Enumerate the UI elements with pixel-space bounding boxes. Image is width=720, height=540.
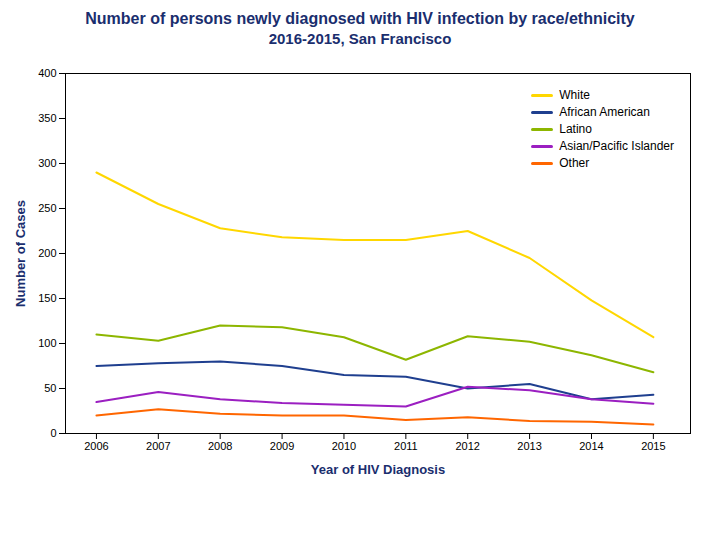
svg-text:2010: 2010 bbox=[332, 440, 356, 452]
svg-text:2014: 2014 bbox=[579, 440, 603, 452]
html-text:Other: Other bbox=[559, 156, 590, 170]
svg-text:250: 250 bbox=[38, 202, 56, 214]
svg-text:2006: 2006 bbox=[84, 440, 108, 452]
svg-text:300: 300 bbox=[38, 157, 56, 169]
svg-text:350: 350 bbox=[38, 112, 56, 124]
html-text:African American: African American bbox=[559, 105, 650, 119]
svg-text:2015: 2015 bbox=[641, 440, 665, 452]
svg-text:0: 0 bbox=[50, 427, 56, 439]
html-text:White: White bbox=[559, 88, 590, 102]
svg-text:Year of HIV Diagnosis: Year of HIV Diagnosis bbox=[311, 462, 445, 477]
svg-text:2008: 2008 bbox=[208, 440, 232, 452]
html-text:Number of persons newly diagno: Number of persons newly diagnosed with H… bbox=[85, 10, 635, 27]
svg-text:2009: 2009 bbox=[270, 440, 294, 452]
svg-text:2011: 2011 bbox=[394, 440, 418, 452]
svg-text:2012: 2012 bbox=[455, 440, 479, 452]
svg-text:50: 50 bbox=[44, 382, 56, 394]
svg-text:Number of Cases: Number of Cases bbox=[13, 200, 28, 307]
svg-text:400: 400 bbox=[38, 67, 56, 79]
svg-text:100: 100 bbox=[38, 337, 56, 349]
html-text:Asian/Pacific Islander: Asian/Pacific Islander bbox=[559, 139, 674, 153]
svg-text:150: 150 bbox=[38, 292, 56, 304]
svg-text:2013: 2013 bbox=[517, 440, 541, 452]
svg-text:200: 200 bbox=[38, 247, 56, 259]
svg-text:2007: 2007 bbox=[146, 440, 170, 452]
html-text:Latino: Latino bbox=[559, 122, 592, 136]
html-text:2016-2015, San Francisco: 2016-2015, San Francisco bbox=[268, 30, 452, 47]
